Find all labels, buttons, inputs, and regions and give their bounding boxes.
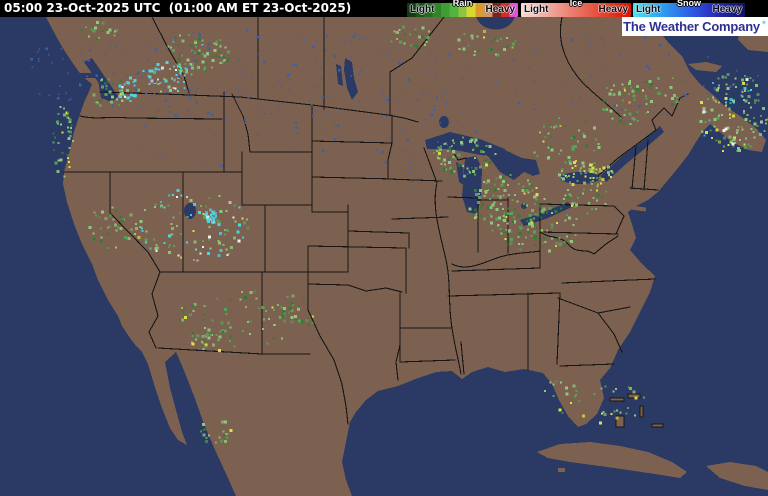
legend-ice: Ice Light Heavy: [521, 0, 631, 17]
lake-superior: [425, 132, 509, 158]
snow-light-label: Light: [636, 4, 661, 15]
hudson-bay: [476, 17, 515, 30]
rain-heavy-label: Heavy: [485, 4, 515, 15]
lake-michigan: [462, 156, 482, 214]
radar-echo-layer: [30, 21, 768, 444]
ice-gradient-bar: [521, 3, 631, 17]
rain-label: Rain: [452, 0, 473, 8]
twc-logo: The Weather Company ✶: [622, 17, 768, 36]
lake-erie: [520, 202, 572, 226]
snow-heavy-label: Heavy: [712, 4, 742, 15]
great-salt-lake: [184, 203, 196, 219]
legend-snow: Snow Light Heavy: [633, 0, 745, 17]
ice-light-label: Light: [524, 4, 549, 15]
rain-gradient-bar: [407, 3, 518, 17]
twc-logo-text: The Weather Company: [623, 19, 760, 34]
rain-light-label: Light: [410, 4, 435, 15]
juan-de-fuca: [68, 73, 100, 78]
cuba: [537, 442, 687, 478]
legend-rain: Rain Light Heavy: [407, 0, 518, 17]
ice-label: Ice: [569, 0, 583, 8]
snow-label: Snow: [677, 0, 701, 8]
anticosti-island: [688, 62, 722, 72]
header-bar: 05:00 23-Oct-2025 UTC (01:00 AM ET 23-Oc…: [0, 0, 768, 17]
lake-huron: [488, 150, 534, 180]
isle-of-youth: [558, 468, 565, 472]
timestamp: 05:00 23-Oct-2025 UTC (01:00 AM ET 23-Oc…: [4, 1, 352, 15]
lake-winnipegosis: [336, 64, 343, 86]
ice-heavy-label: Heavy: [598, 4, 628, 15]
lake-nipigon: [439, 116, 449, 128]
bahamas: [609, 393, 664, 428]
lake-st-clair: [521, 203, 527, 209]
lake-winnipeg: [344, 58, 358, 100]
green-bay: [456, 162, 465, 186]
long-island: [623, 204, 647, 212]
snow-gradient-bar: [633, 3, 745, 17]
georgian-bay: [522, 158, 540, 176]
twc-logo-spark-icon: ✶: [760, 20, 767, 27]
hispaniola: [706, 462, 768, 490]
